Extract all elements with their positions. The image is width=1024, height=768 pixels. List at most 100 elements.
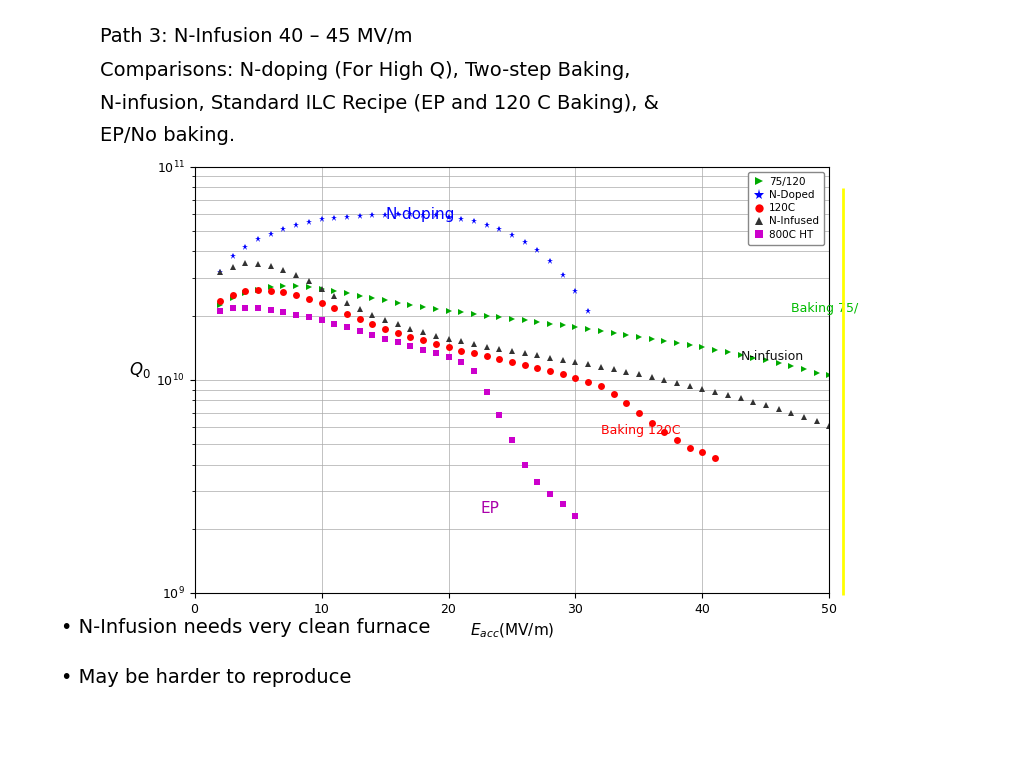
120C <box>353 314 366 323</box>
75/120 <box>760 356 772 365</box>
Text: Comparisons: N-doping (For High Q), Two-step Baking,: Comparisons: N-doping (For High Q), Two-… <box>100 61 631 81</box>
N-Doped <box>353 211 366 220</box>
800C HT <box>353 326 366 336</box>
75/120 <box>278 282 290 291</box>
120C <box>315 299 328 308</box>
75/120 <box>696 343 709 352</box>
N-Doped <box>252 234 264 243</box>
800C HT <box>328 319 340 329</box>
N-Doped <box>315 215 328 224</box>
120C <box>480 352 493 361</box>
800C HT <box>240 303 252 313</box>
N-Doped <box>391 210 403 219</box>
Text: • N-Infusion needs very clean furnace: • N-Infusion needs very clean furnace <box>61 618 431 637</box>
120C <box>518 361 530 370</box>
N-Infused <box>404 324 417 333</box>
Text: N-infusion: N-infusion <box>740 350 804 363</box>
800C HT <box>494 411 506 420</box>
N-Infused <box>341 298 353 307</box>
120C <box>391 328 403 337</box>
N-Infused <box>240 259 252 268</box>
N-Infused <box>658 376 671 385</box>
75/120 <box>621 330 633 339</box>
Text: N-doping: N-doping <box>385 207 455 222</box>
75/120 <box>506 314 518 323</box>
800C HT <box>264 306 276 315</box>
120C <box>226 290 239 300</box>
75/120 <box>531 318 544 327</box>
X-axis label: $E_{acc}$(MV/m): $E_{acc}$(MV/m) <box>470 621 554 640</box>
75/120 <box>353 291 366 300</box>
N-Infused <box>315 284 328 293</box>
120C <box>544 366 556 376</box>
75/120 <box>417 302 429 311</box>
75/120 <box>264 283 276 292</box>
75/120 <box>214 300 226 310</box>
N-Infused <box>811 416 823 425</box>
N-Infused <box>748 397 760 406</box>
N-Infused <box>671 378 683 387</box>
N-Infused <box>569 358 582 367</box>
120C <box>696 447 709 456</box>
Line: N-Doped: N-Doped <box>216 210 592 315</box>
75/120 <box>772 359 784 368</box>
N-Infused <box>595 362 607 372</box>
120C <box>455 346 467 356</box>
N-Infused <box>290 270 302 280</box>
75/120 <box>582 324 594 333</box>
N-Infused <box>734 393 746 402</box>
N-Doped <box>240 243 252 252</box>
120C <box>367 319 379 329</box>
N-Infused <box>303 276 315 286</box>
Text: Path 3: N-Infusion 40 – 45 MV/m: Path 3: N-Infusion 40 – 45 MV/m <box>100 27 413 46</box>
N-Infused <box>544 353 556 362</box>
800C HT <box>544 490 556 499</box>
75/120 <box>315 284 328 293</box>
800C HT <box>480 387 493 396</box>
120C <box>506 358 518 367</box>
N-Infused <box>696 384 709 393</box>
N-Doped <box>468 217 480 226</box>
75/120 <box>658 336 671 346</box>
800C HT <box>303 313 315 322</box>
N-Doped <box>417 210 429 220</box>
N-Doped <box>264 229 276 238</box>
75/120 <box>785 362 798 371</box>
75/120 <box>748 353 760 362</box>
N-Infused <box>722 390 734 399</box>
800C HT <box>518 460 530 469</box>
75/120 <box>557 321 569 330</box>
N-Doped <box>557 270 569 280</box>
Text: EP/No baking.: EP/No baking. <box>100 126 236 145</box>
120C <box>658 427 671 436</box>
N-Doped <box>278 224 290 233</box>
800C HT <box>315 316 328 325</box>
N-Infused <box>252 260 264 269</box>
Y-axis label: $Q_0$: $Q_0$ <box>129 359 151 379</box>
120C <box>417 336 429 345</box>
800C HT <box>226 304 239 313</box>
N-Infused <box>494 344 506 353</box>
N-Infused <box>391 319 403 329</box>
75/120 <box>328 286 340 295</box>
800C HT <box>557 500 569 509</box>
N-Infused <box>328 291 340 300</box>
N-Infused <box>557 356 569 365</box>
75/120 <box>823 371 836 380</box>
75/120 <box>303 283 315 292</box>
120C <box>328 304 340 313</box>
800C HT <box>391 338 403 347</box>
Line: 120C: 120C <box>216 286 719 462</box>
N-Infused <box>823 421 836 430</box>
Text: Baking 120C: Baking 120C <box>601 424 680 437</box>
120C <box>214 296 226 306</box>
800C HT <box>468 366 480 376</box>
75/120 <box>811 368 823 377</box>
120C <box>404 333 417 342</box>
800C HT <box>417 346 429 355</box>
800C HT <box>506 435 518 445</box>
800C HT <box>278 308 290 317</box>
N-Doped <box>430 211 442 220</box>
N-Doped <box>455 214 467 223</box>
800C HT <box>367 330 379 339</box>
